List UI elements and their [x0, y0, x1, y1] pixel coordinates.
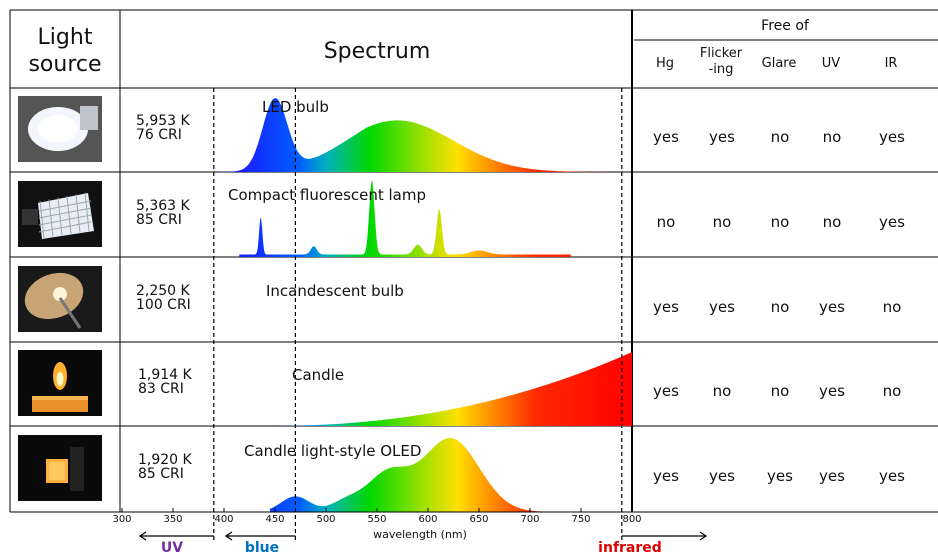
free-of-cell: no: [656, 212, 676, 231]
table-grid: [9, 9, 938, 513]
row-temp-cri: 5,363 K 85 CRI: [136, 199, 190, 227]
free-of-cell: yes: [653, 297, 679, 316]
column-header-uv: UV: [821, 56, 841, 71]
color-rendering-index: 85 CRI: [136, 211, 182, 228]
free-of-cell: yes: [653, 128, 679, 146]
led-bulb-photo: [18, 96, 102, 162]
x-tick-label: 400: [214, 514, 234, 525]
oled-panel-photo: [18, 435, 102, 501]
region-arrow-head: [699, 531, 708, 541]
region-label-blue: blue: [244, 540, 280, 556]
region-boundary-lines: [213, 88, 623, 540]
x-tick-label: 750: [571, 514, 591, 525]
x-tick-label: 800: [622, 514, 642, 525]
free-of-cell: yes: [819, 467, 845, 485]
free-of-cell: yes: [653, 467, 679, 485]
free-of-cell: no: [712, 382, 732, 400]
x-tick-label: 450: [265, 514, 285, 525]
light-source-header: Light source: [10, 24, 120, 78]
free-of-cell: no: [822, 128, 842, 146]
region-arrow-head: [138, 531, 147, 541]
free-of-cell: no: [770, 212, 790, 231]
x-tick-label: 550: [367, 514, 387, 525]
color-rendering-index: 83 CRI: [138, 381, 184, 397]
row-temp-cri: 2,250 K 100 CRI: [136, 284, 191, 312]
color-temperature: 5,953 K: [136, 113, 190, 129]
spectrum-title: LED bulb: [262, 98, 329, 116]
free-of-cell: no: [822, 212, 842, 231]
light-source-header-line2: source: [28, 52, 102, 77]
fluorescent-lamp-photo: [18, 180, 102, 247]
color-temperature: 5,363 K: [136, 197, 190, 214]
color-rendering-index: 85 CRI: [138, 466, 184, 482]
light-source-header-line1: Light: [37, 25, 93, 50]
free-of-header: Free of: [761, 18, 809, 34]
column-header-hg: Hg: [655, 56, 675, 71]
spectrum-title: Candle: [292, 366, 345, 384]
spectrum-title: Candle light-style OLED: [244, 442, 422, 460]
free-of-cell: no: [882, 297, 902, 316]
x-tick-label: 650: [469, 514, 489, 525]
x-tick-label: 500: [316, 514, 336, 525]
color-temperature: 1,914 K: [138, 367, 192, 383]
candle-photo: [18, 350, 102, 416]
column-header-glare: Glare: [761, 56, 797, 71]
row-temp-cri: 1,920 K 85 CRI: [138, 453, 192, 481]
free-of-cell: no: [770, 128, 790, 146]
region-arrow-head: [224, 531, 233, 541]
free-of-cell: yes: [819, 382, 845, 400]
free-of-cell: yes: [819, 297, 845, 316]
column-header-flickering: Flicker -ing: [699, 46, 743, 77]
spectrum-curves: [218, 98, 632, 512]
color-rendering-index: 100 CRI: [136, 296, 191, 313]
row-temp-cri: 1,914 K 83 CRI: [138, 368, 192, 396]
x-tick-label: 300: [112, 514, 132, 525]
free-of-cell: no: [712, 212, 732, 231]
spectrum-curve: [264, 352, 632, 426]
wavelength-axis-label: wavelength (nm): [373, 528, 467, 541]
free-of-cell: yes: [709, 467, 735, 485]
spectrum-title: Incandescent bulb: [266, 282, 404, 300]
free-of-cell: yes: [879, 212, 905, 231]
wavelength-axis: [121, 508, 708, 541]
x-tick-label: 350: [163, 514, 183, 525]
row-temp-cri: 5,953 K 76 CRI: [136, 114, 190, 142]
free-of-cell: no: [770, 297, 790, 316]
x-tick-label: 600: [418, 514, 438, 525]
x-tick-label: 700: [520, 514, 540, 525]
region-label-UV: UV: [160, 540, 184, 556]
incandescent-bulb-photo: [18, 265, 102, 332]
free-of-cell: yes: [767, 467, 793, 485]
color-temperature: 2,250 K: [136, 282, 190, 299]
free-of-cell: yes: [709, 297, 735, 316]
color-rendering-index: 76 CRI: [136, 127, 182, 143]
spectrum-title: Compact fluorescent lamp: [228, 186, 427, 204]
spectrum-curve: [218, 98, 622, 172]
free-of-cell: yes: [879, 467, 905, 485]
free-of-cell: yes: [653, 382, 679, 400]
spectrum-header: Spectrum: [323, 39, 431, 64]
column-header-ir: IR: [884, 56, 898, 71]
free-of-cell: yes: [709, 128, 735, 146]
color-temperature: 1,920 K: [138, 452, 192, 468]
free-of-cell: no: [882, 382, 902, 400]
free-of-cell: yes: [879, 128, 905, 146]
free-of-cell: no: [770, 382, 790, 400]
region-label-infrared: infrared: [598, 540, 662, 556]
spectrum-curve: [269, 438, 622, 512]
